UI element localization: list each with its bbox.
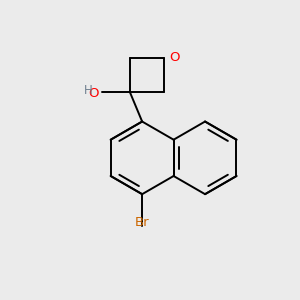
Text: O: O	[169, 51, 180, 64]
Text: Br: Br	[135, 215, 149, 229]
Text: O: O	[88, 87, 98, 100]
Text: H: H	[84, 84, 93, 97]
